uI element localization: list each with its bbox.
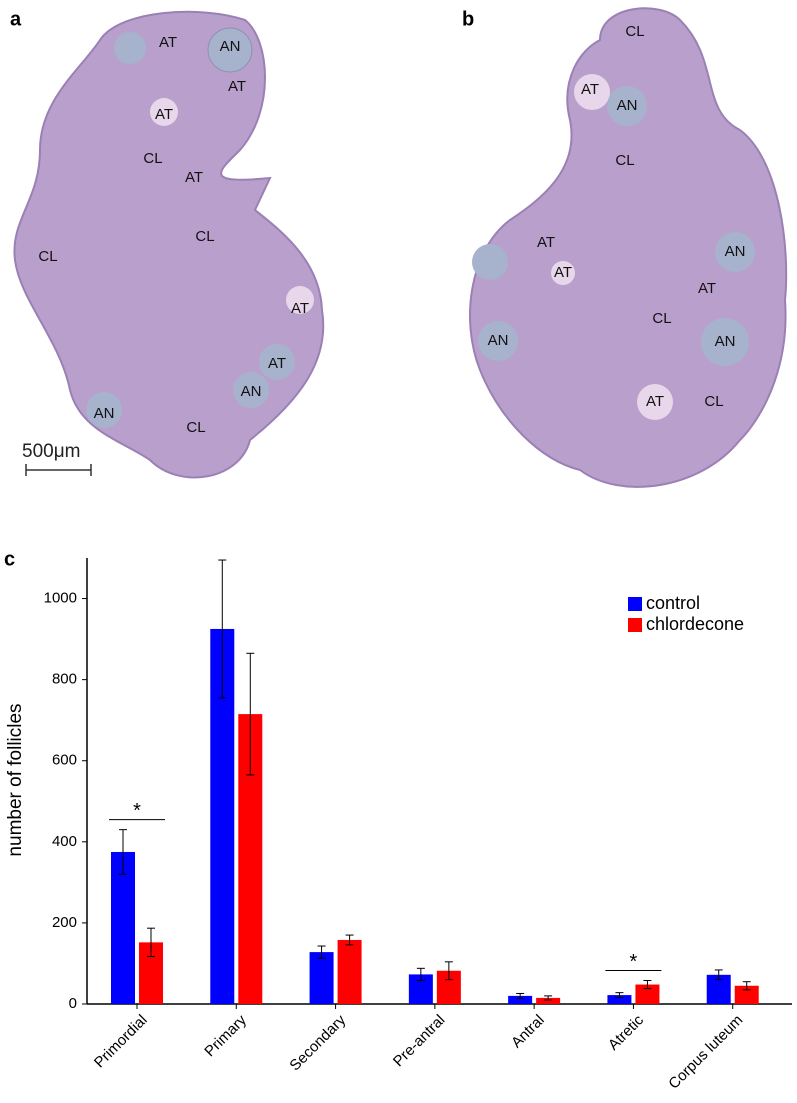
bar <box>111 851 135 1004</box>
histology-a <box>13 10 325 479</box>
panel-label: a <box>10 8 22 30</box>
panel-label: b <box>462 8 474 30</box>
region-label: AT <box>646 393 664 410</box>
bar <box>635 984 660 1004</box>
y-tick-label: 800 <box>52 671 77 688</box>
bar <box>309 952 334 1004</box>
region-label: AN <box>715 333 736 350</box>
region-label: CL <box>38 248 57 265</box>
bar <box>337 939 362 1004</box>
bar <box>238 714 263 1004</box>
region-label: AN <box>94 405 115 422</box>
region-label: AN <box>725 243 746 260</box>
region-label: CL <box>652 310 671 327</box>
significance-mark: * <box>630 951 638 973</box>
x-tick-label: Atretic <box>605 1011 647 1053</box>
y-tick-label: 1000 <box>44 590 77 607</box>
region-label: AN <box>241 383 262 400</box>
y-axis-label: number of follicles <box>5 703 26 856</box>
panel-label: c <box>4 548 15 570</box>
region-label: CL <box>143 150 162 167</box>
x-tick-label: Secondary <box>286 1011 349 1074</box>
region-label: CL <box>625 23 644 40</box>
region-label: AN <box>617 97 638 114</box>
region-label: AT <box>581 81 599 98</box>
histology-b <box>469 7 788 488</box>
y-tick-label: 400 <box>52 833 77 850</box>
bar <box>607 995 632 1004</box>
significance-mark: * <box>133 800 141 822</box>
y-tick-label: 0 <box>69 995 77 1012</box>
region-label: AT <box>268 355 286 372</box>
legend-swatch <box>628 597 642 611</box>
legend-label: chlordecone <box>646 614 744 634</box>
y-tick-label: 600 <box>52 752 77 769</box>
region-label: AN <box>220 38 241 55</box>
x-tick-label: Primordial <box>91 1012 151 1072</box>
bar <box>536 997 561 1004</box>
legend-label: control <box>646 593 700 613</box>
bar <box>734 985 759 1004</box>
legend-swatch <box>628 618 642 632</box>
region-label: CL <box>615 152 634 169</box>
region-label: CL <box>186 419 205 436</box>
region-label: AT <box>554 264 572 281</box>
region-label: AT <box>291 300 309 317</box>
region-label: CL <box>195 228 214 245</box>
region-label: AT <box>155 106 173 123</box>
region-label: AT <box>228 78 246 95</box>
x-tick-label: Pre-antral <box>390 1012 449 1071</box>
region-label: CL <box>704 393 723 410</box>
scale-bar-label: 500μm <box>22 441 80 462</box>
region-label: AT <box>159 34 177 51</box>
region-label: AT <box>698 280 716 297</box>
region-label: AT <box>185 169 203 186</box>
x-tick-label: Primary <box>201 1011 250 1060</box>
x-tick-label: Antral <box>508 1012 548 1052</box>
region-label: AT <box>537 234 555 251</box>
bar <box>508 995 533 1004</box>
x-tick-label: Corpus luteum <box>665 1012 746 1093</box>
y-tick-label: 200 <box>52 914 77 931</box>
region-label: AN <box>488 332 509 349</box>
